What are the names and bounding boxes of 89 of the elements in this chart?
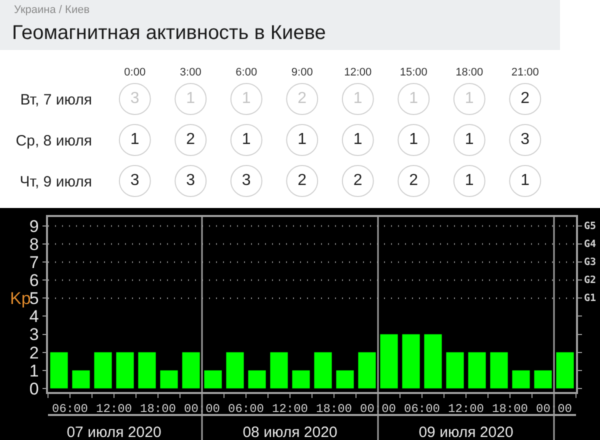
bar <box>336 370 354 388</box>
bar <box>182 352 200 388</box>
chart-title: Геомагнитная активность в Киеве <box>12 22 326 44</box>
data-label: 2 <box>353 172 362 189</box>
x-tick-label: 06:00 <box>52 402 88 416</box>
bar <box>534 370 552 388</box>
y-tick-label: 2 <box>29 343 39 362</box>
y-tick-label: 6 <box>29 271 39 290</box>
data-label: 3 <box>520 131 530 148</box>
bar <box>72 370 90 388</box>
data-label: 1 <box>464 172 474 189</box>
y-tick-label: 0 <box>29 379 39 398</box>
bar <box>512 370 530 388</box>
data-label: 3 <box>130 90 140 107</box>
x-tick-label: 18:00 <box>316 402 352 416</box>
ref-line-label: G2 <box>584 275 596 286</box>
y-tick-label: Ср, 8 июля <box>16 132 92 150</box>
bar <box>490 352 508 388</box>
bar <box>94 352 112 388</box>
bar <box>556 352 574 388</box>
bar <box>248 370 266 388</box>
y-tick-label: 7 <box>29 253 39 272</box>
x-tick-label: 12:00 <box>448 402 484 416</box>
data-label: 1 <box>353 131 362 148</box>
bar <box>226 352 244 388</box>
data-label: 3 <box>242 172 251 189</box>
data-label: 2 <box>298 90 307 107</box>
x-tick-label: 18:00 <box>140 402 176 416</box>
x-tick-label: 18:00 <box>492 402 528 416</box>
data-label: 2 <box>409 172 418 189</box>
x-tick-label: 21:00 <box>511 66 539 78</box>
bar <box>358 352 376 388</box>
data-label: 3 <box>130 172 140 189</box>
bar <box>446 352 464 388</box>
y-tick-label: 5 <box>29 289 39 308</box>
x-tick-label: 0:00 <box>124 66 146 78</box>
data-label: 1 <box>242 131 251 148</box>
data-label: 1 <box>242 90 251 107</box>
x-tick-label: 3:00 <box>180 66 202 78</box>
x-tick-label: 18:00 <box>456 66 484 78</box>
x-tick-label: 9:00 <box>291 66 313 78</box>
data-label: 1 <box>298 131 307 148</box>
ref-line-label: G5 <box>584 221 596 232</box>
data-label: 3 <box>186 172 196 189</box>
x-tick-label: 06:00 <box>404 402 440 416</box>
x-tick-label: 12:00 <box>344 66 372 78</box>
data-label: 1 <box>464 90 474 107</box>
bar <box>424 334 442 388</box>
bar <box>314 352 332 388</box>
bar <box>204 370 222 388</box>
data-label: 1 <box>464 131 474 148</box>
x2-tick-label: 07 июля 2020 <box>66 424 162 440</box>
bar <box>270 352 288 388</box>
ref-line-label: G1 <box>584 293 596 304</box>
data-label: 1 <box>130 131 140 148</box>
x2-tick-label: 08 июля 2020 <box>242 424 338 440</box>
y-axis-title: Kp <box>10 289 31 308</box>
y-tick-label: Чт, 9 июля <box>20 173 92 190</box>
y-tick-label: 9 <box>29 216 39 236</box>
bar <box>50 352 68 388</box>
x-tick-label: 15:00 <box>400 66 428 78</box>
data-label: 1 <box>353 90 362 107</box>
data-label: 1 <box>186 90 196 107</box>
ref-line-label: G3 <box>584 257 596 268</box>
data-label: 2 <box>520 90 530 107</box>
data-label: 2 <box>186 131 196 148</box>
y-tick-label: Вт, 7 июля <box>20 91 92 108</box>
y-tick-label: 4 <box>29 307 39 326</box>
data-label: 2 <box>298 172 307 189</box>
bar <box>160 370 178 388</box>
ref-line-label: G4 <box>584 239 596 250</box>
data-label: 1 <box>409 131 418 148</box>
x-tick-label: 12:00 <box>272 402 308 416</box>
x-tick-label: 6:00 <box>236 66 258 78</box>
bar <box>138 352 156 388</box>
x-tick-label: 12:00 <box>96 402 132 416</box>
bar <box>468 352 486 388</box>
chart-subtitle: Украина / Киев <box>14 4 90 16</box>
bar <box>380 334 398 388</box>
y-tick-label: 1 <box>29 361 39 380</box>
x-tick-label: 06:00 <box>228 402 264 416</box>
y-tick-label: 3 <box>29 325 39 344</box>
data-label: 1 <box>520 172 530 189</box>
data-label: 1 <box>409 90 418 107</box>
bar <box>292 370 310 388</box>
bar <box>402 334 420 388</box>
bar <box>116 352 134 388</box>
x2-tick-label: 09 июля 2020 <box>418 424 514 440</box>
y-tick-label: 8 <box>29 235 39 254</box>
